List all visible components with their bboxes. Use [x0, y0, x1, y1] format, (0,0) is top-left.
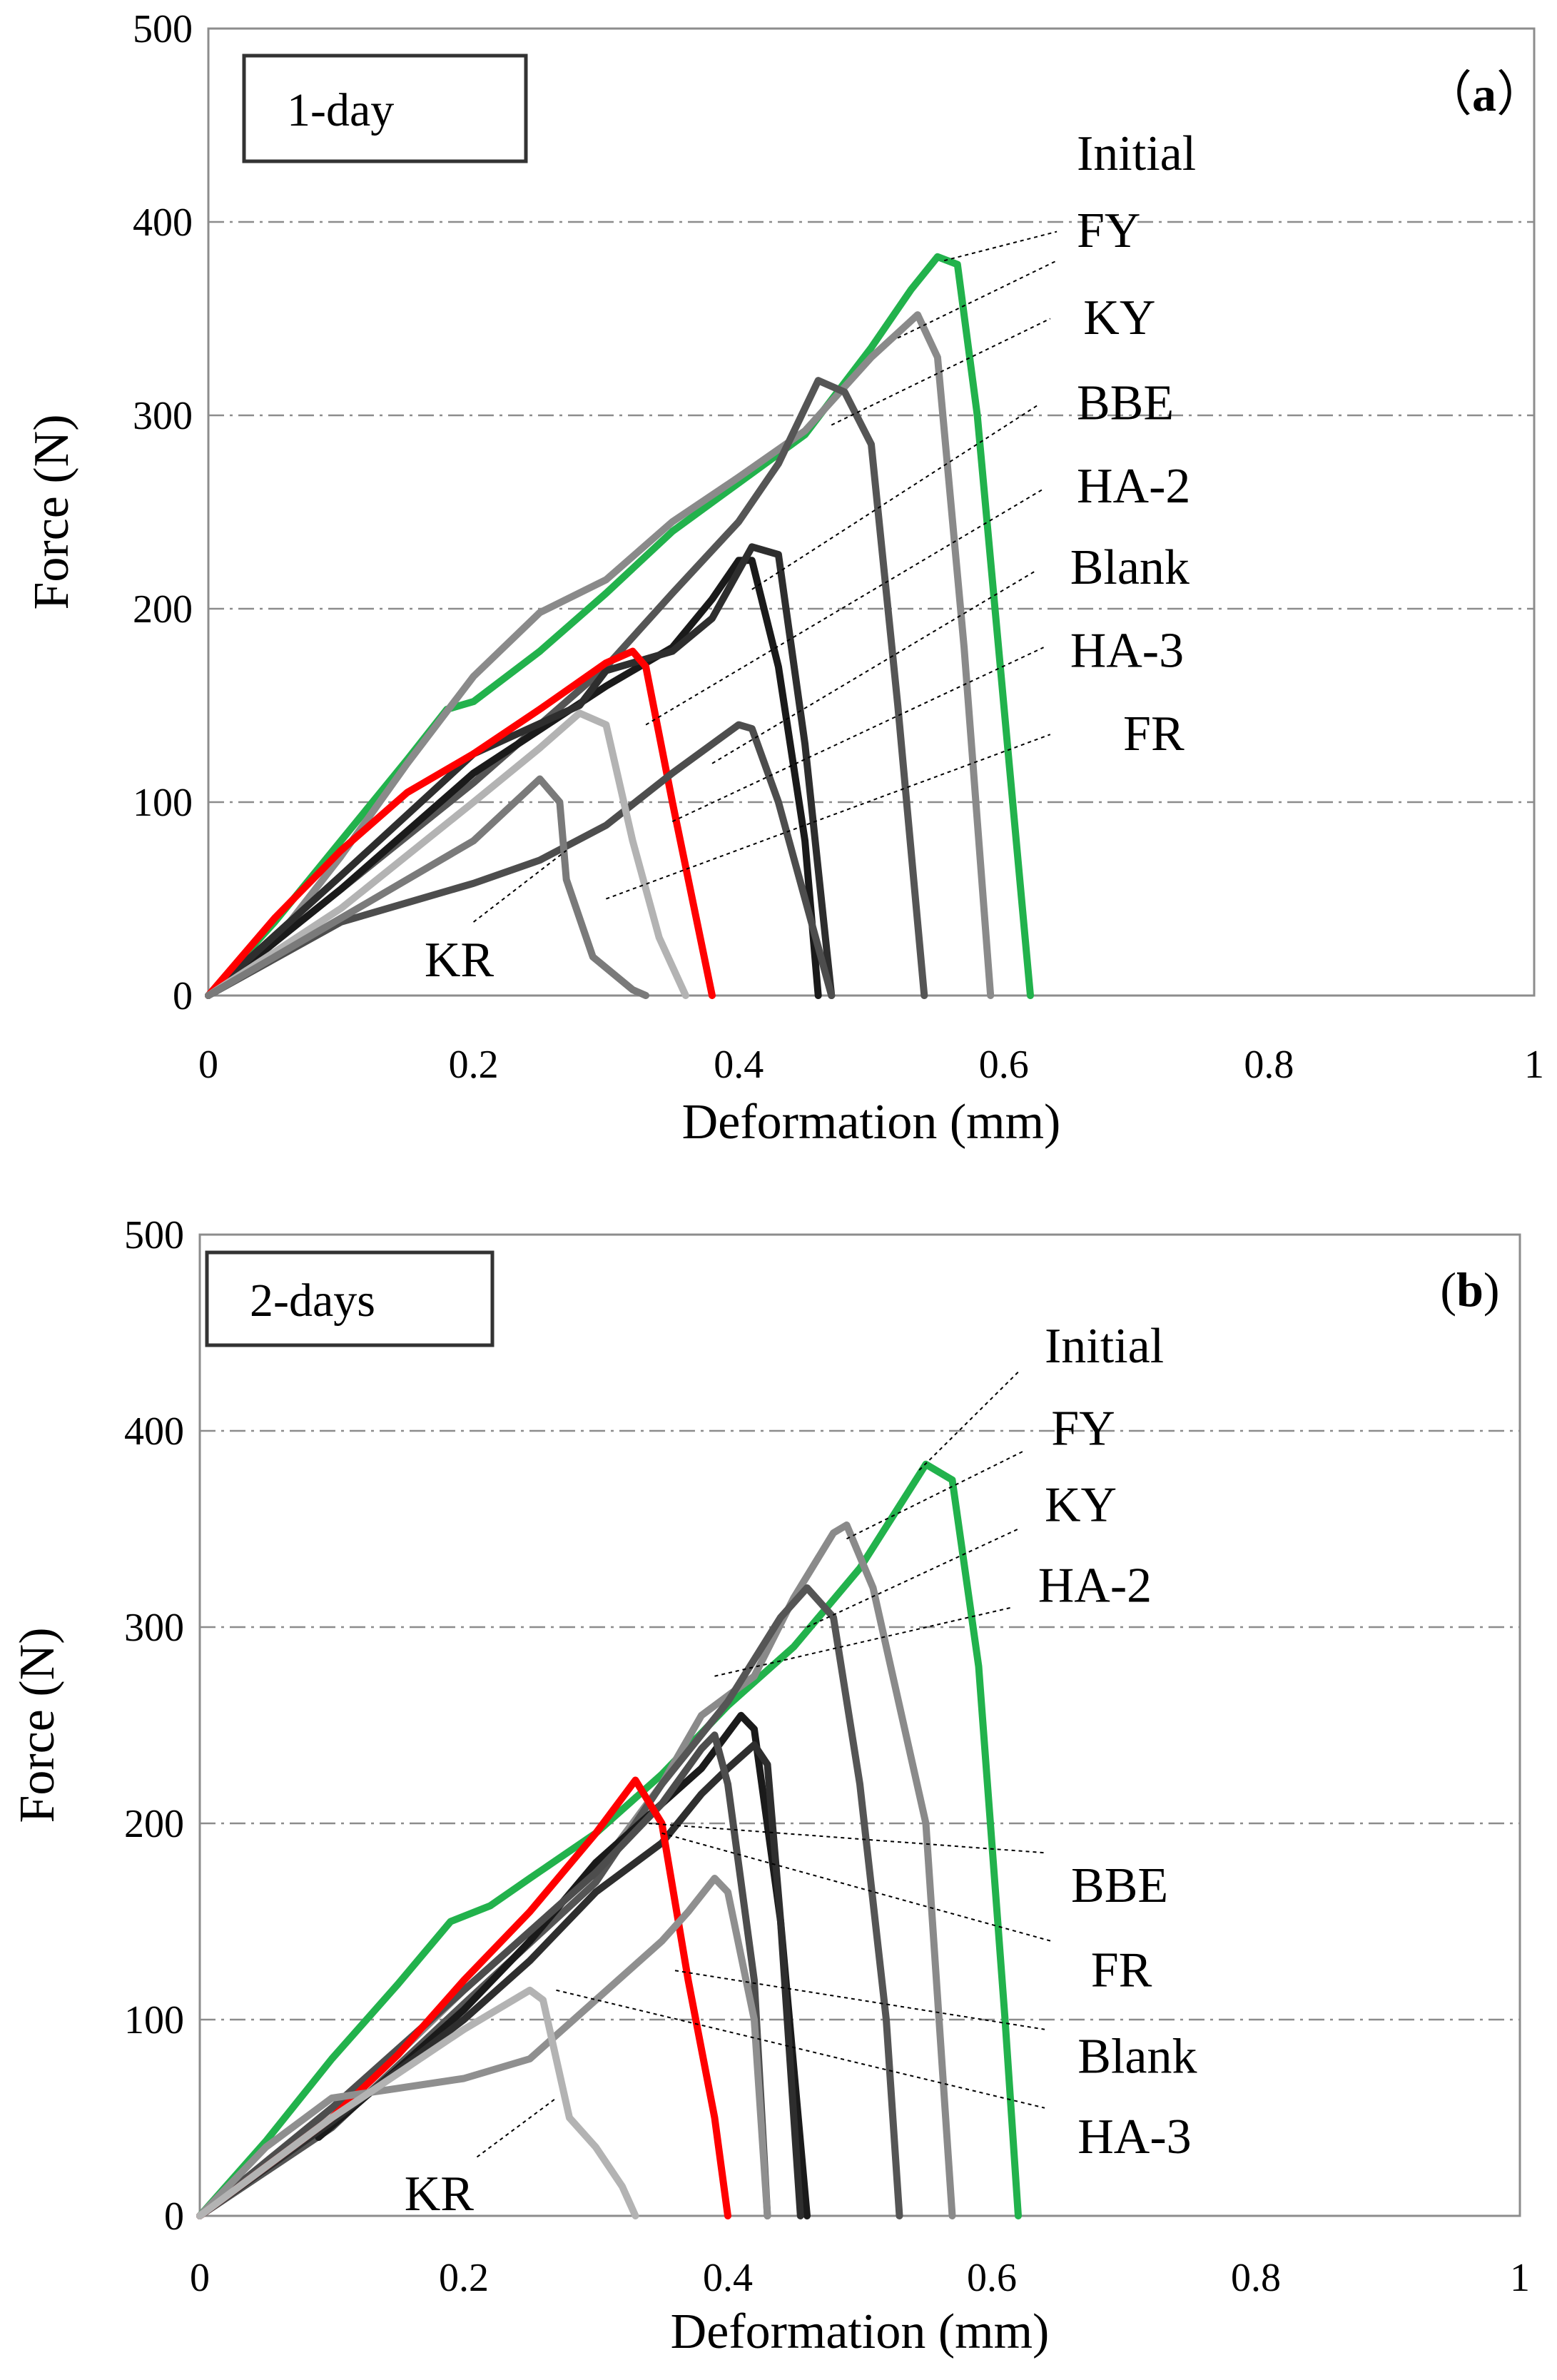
leader-line — [714, 1606, 1012, 1677]
y-tick-label: 400 — [124, 1409, 184, 1454]
panel-tag-open: （ — [1424, 67, 1472, 121]
series-line-blank — [205, 647, 716, 999]
panel-tag-letter: a — [1472, 67, 1496, 121]
series-line-ky — [196, 1584, 903, 2219]
leader-line — [806, 1528, 1019, 1628]
leader-line — [674, 1970, 1045, 2030]
x-tick-label: 0.2 — [439, 2256, 489, 2300]
leader-line — [648, 1823, 1045, 1854]
panel-tag-open: ( — [1440, 1262, 1456, 1317]
series-label-fy: FY — [1051, 1401, 1115, 1456]
y-tick-label: 300 — [124, 1606, 184, 1650]
series-label-kr: KR — [425, 933, 495, 988]
series-label-blank: Blank — [1070, 540, 1190, 595]
y-axis-label: Force (N) — [10, 1627, 65, 1823]
plot-area-frame — [207, 27, 1536, 997]
day-label-box — [205, 1250, 495, 1347]
plot-area-frame — [198, 1233, 1521, 2217]
series-line-fr — [205, 709, 689, 999]
series-line-kr — [205, 775, 650, 999]
series-label-kr: KR — [405, 2167, 475, 2222]
series-label-bbe: BBE — [1077, 375, 1174, 430]
y-tick-label: 200 — [133, 587, 193, 632]
x-tick-label: 0 — [190, 2256, 210, 2300]
x-tick-label: 0.4 — [703, 2256, 753, 2300]
panel-tag: （a） — [1424, 67, 1545, 121]
series-label-blank: Blank — [1077, 2029, 1197, 2084]
series-label-ha-3: HA-3 — [1070, 623, 1184, 678]
series-label-fr: FR — [1091, 1943, 1152, 1997]
x-tick-label: 0.2 — [449, 1043, 499, 1087]
leader-line — [645, 488, 1045, 726]
panel-tag: (b) — [1440, 1262, 1499, 1317]
x-tick-label: 0.4 — [714, 1043, 764, 1087]
series-line-ha-2 — [205, 543, 836, 999]
series-line-bbe — [205, 557, 822, 999]
y-tick-label: 200 — [124, 1802, 184, 1846]
day-label-box — [242, 54, 528, 163]
series-label-ha-2: HA-2 — [1038, 1558, 1152, 1613]
series-label-initial: Initial — [1045, 1319, 1164, 1374]
y-tick-label: 100 — [133, 781, 193, 825]
series-label-ha-3: HA-3 — [1077, 2110, 1191, 2164]
leader-line — [472, 849, 567, 923]
series-line-bbe — [196, 1741, 804, 2219]
series-label-fr: FR — [1123, 707, 1185, 761]
x-tick-label: 0.8 — [1231, 2256, 1281, 2300]
series-line-ha-3 — [196, 1875, 771, 2219]
y-tick-label: 100 — [124, 1998, 184, 2042]
series-line-fr — [196, 1731, 771, 2219]
leader-line — [846, 1449, 1025, 1540]
panel-tag-close: ) — [1484, 1262, 1500, 1317]
series-label-initial: Initial — [1077, 126, 1196, 181]
leader-line — [897, 260, 1058, 339]
y-tick-label: 400 — [133, 201, 193, 245]
x-tick-label: 0.6 — [967, 2256, 1017, 2300]
series-line-initial — [196, 1460, 1022, 2219]
x-tick-label: 1 — [1510, 2256, 1530, 2300]
y-tick-label: 500 — [124, 1213, 184, 1257]
series-line-ha-2 — [315, 1711, 811, 2219]
x-axis-label: Deformation (mm) — [671, 2304, 1050, 2359]
leader-line — [831, 318, 1051, 426]
leader-line — [606, 734, 1051, 900]
series-label-ha-2: HA-2 — [1077, 459, 1190, 514]
y-tick-label: 300 — [133, 394, 193, 438]
leader-line — [661, 1832, 1052, 1942]
x-tick-label: 0.6 — [979, 1043, 1029, 1087]
series-line-fy — [205, 311, 995, 999]
y-tick-label: 500 — [133, 7, 193, 51]
series-line-kr — [196, 1986, 639, 2219]
series-line-ha-3 — [205, 721, 836, 999]
leader-line — [476, 2097, 557, 2158]
x-tick-label: 0 — [198, 1043, 218, 1087]
panel-tag-letter: b — [1456, 1262, 1484, 1317]
y-axis-label: Force (N) — [24, 414, 79, 609]
leader-line — [556, 1989, 1045, 2109]
panel-tag-close: ） — [1496, 67, 1545, 121]
series-label-bbe: BBE — [1071, 1858, 1168, 1913]
x-axis-label: Deformation (mm) — [682, 1095, 1061, 1150]
leader-line — [711, 569, 1038, 764]
series-line-ky — [205, 377, 928, 999]
x-tick-label: 0.8 — [1244, 1043, 1294, 1087]
day-label: 1-day — [287, 84, 394, 136]
y-tick-label: 0 — [164, 2194, 184, 2239]
day-label: 2-days — [250, 1275, 375, 1327]
chart-panel-a: 0 100 200 300 400 500 0 0.2 0.4 0.6 0.8 1 Deformatio… — [24, 7, 1545, 1150]
series-label-fy: FY — [1077, 203, 1140, 258]
y-tick-label: 0 — [173, 974, 193, 1018]
x-tick-label: 1 — [1524, 1043, 1544, 1087]
series-label-ky: KY — [1083, 290, 1155, 345]
chart-panel-b: 0 100 200 300 400 500 0 0.2 0.4 0.6 0.8 1 Deformatio… — [10, 1213, 1530, 2359]
leader-line — [918, 1371, 1019, 1471]
series-label-ky: KY — [1045, 1478, 1117, 1533]
leader-line — [943, 231, 1058, 262]
